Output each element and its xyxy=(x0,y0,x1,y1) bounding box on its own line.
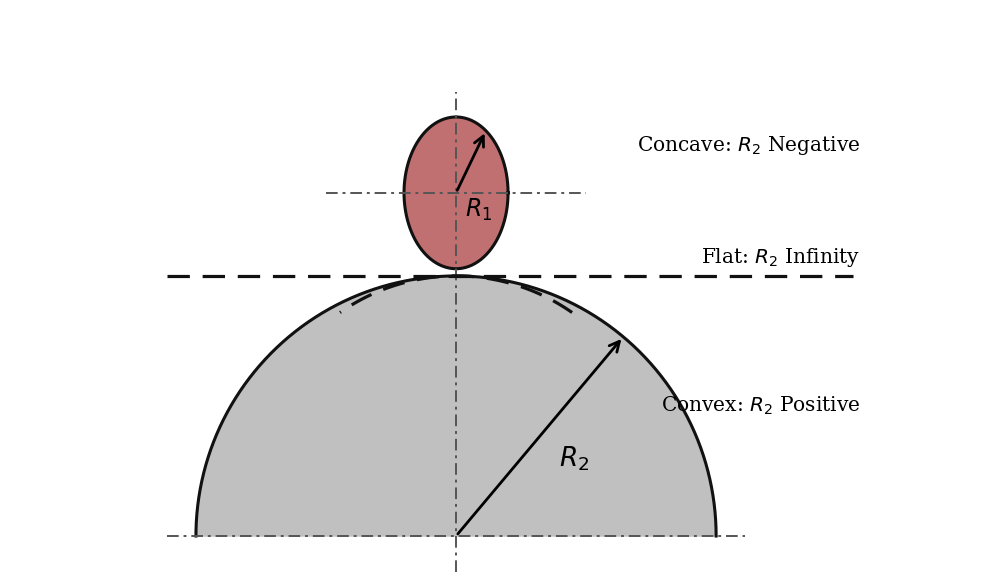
Text: Flat: $R_2$ Infinity: Flat: $R_2$ Infinity xyxy=(701,246,861,269)
Text: $R_1$: $R_1$ xyxy=(465,196,492,223)
Text: Concave: $R_2$ Negative: Concave: $R_2$ Negative xyxy=(638,135,861,158)
Polygon shape xyxy=(404,117,508,269)
Polygon shape xyxy=(196,276,716,536)
Text: Convex: $R_2$ Positive: Convex: $R_2$ Positive xyxy=(661,395,861,417)
Text: $R_2$: $R_2$ xyxy=(558,445,590,473)
